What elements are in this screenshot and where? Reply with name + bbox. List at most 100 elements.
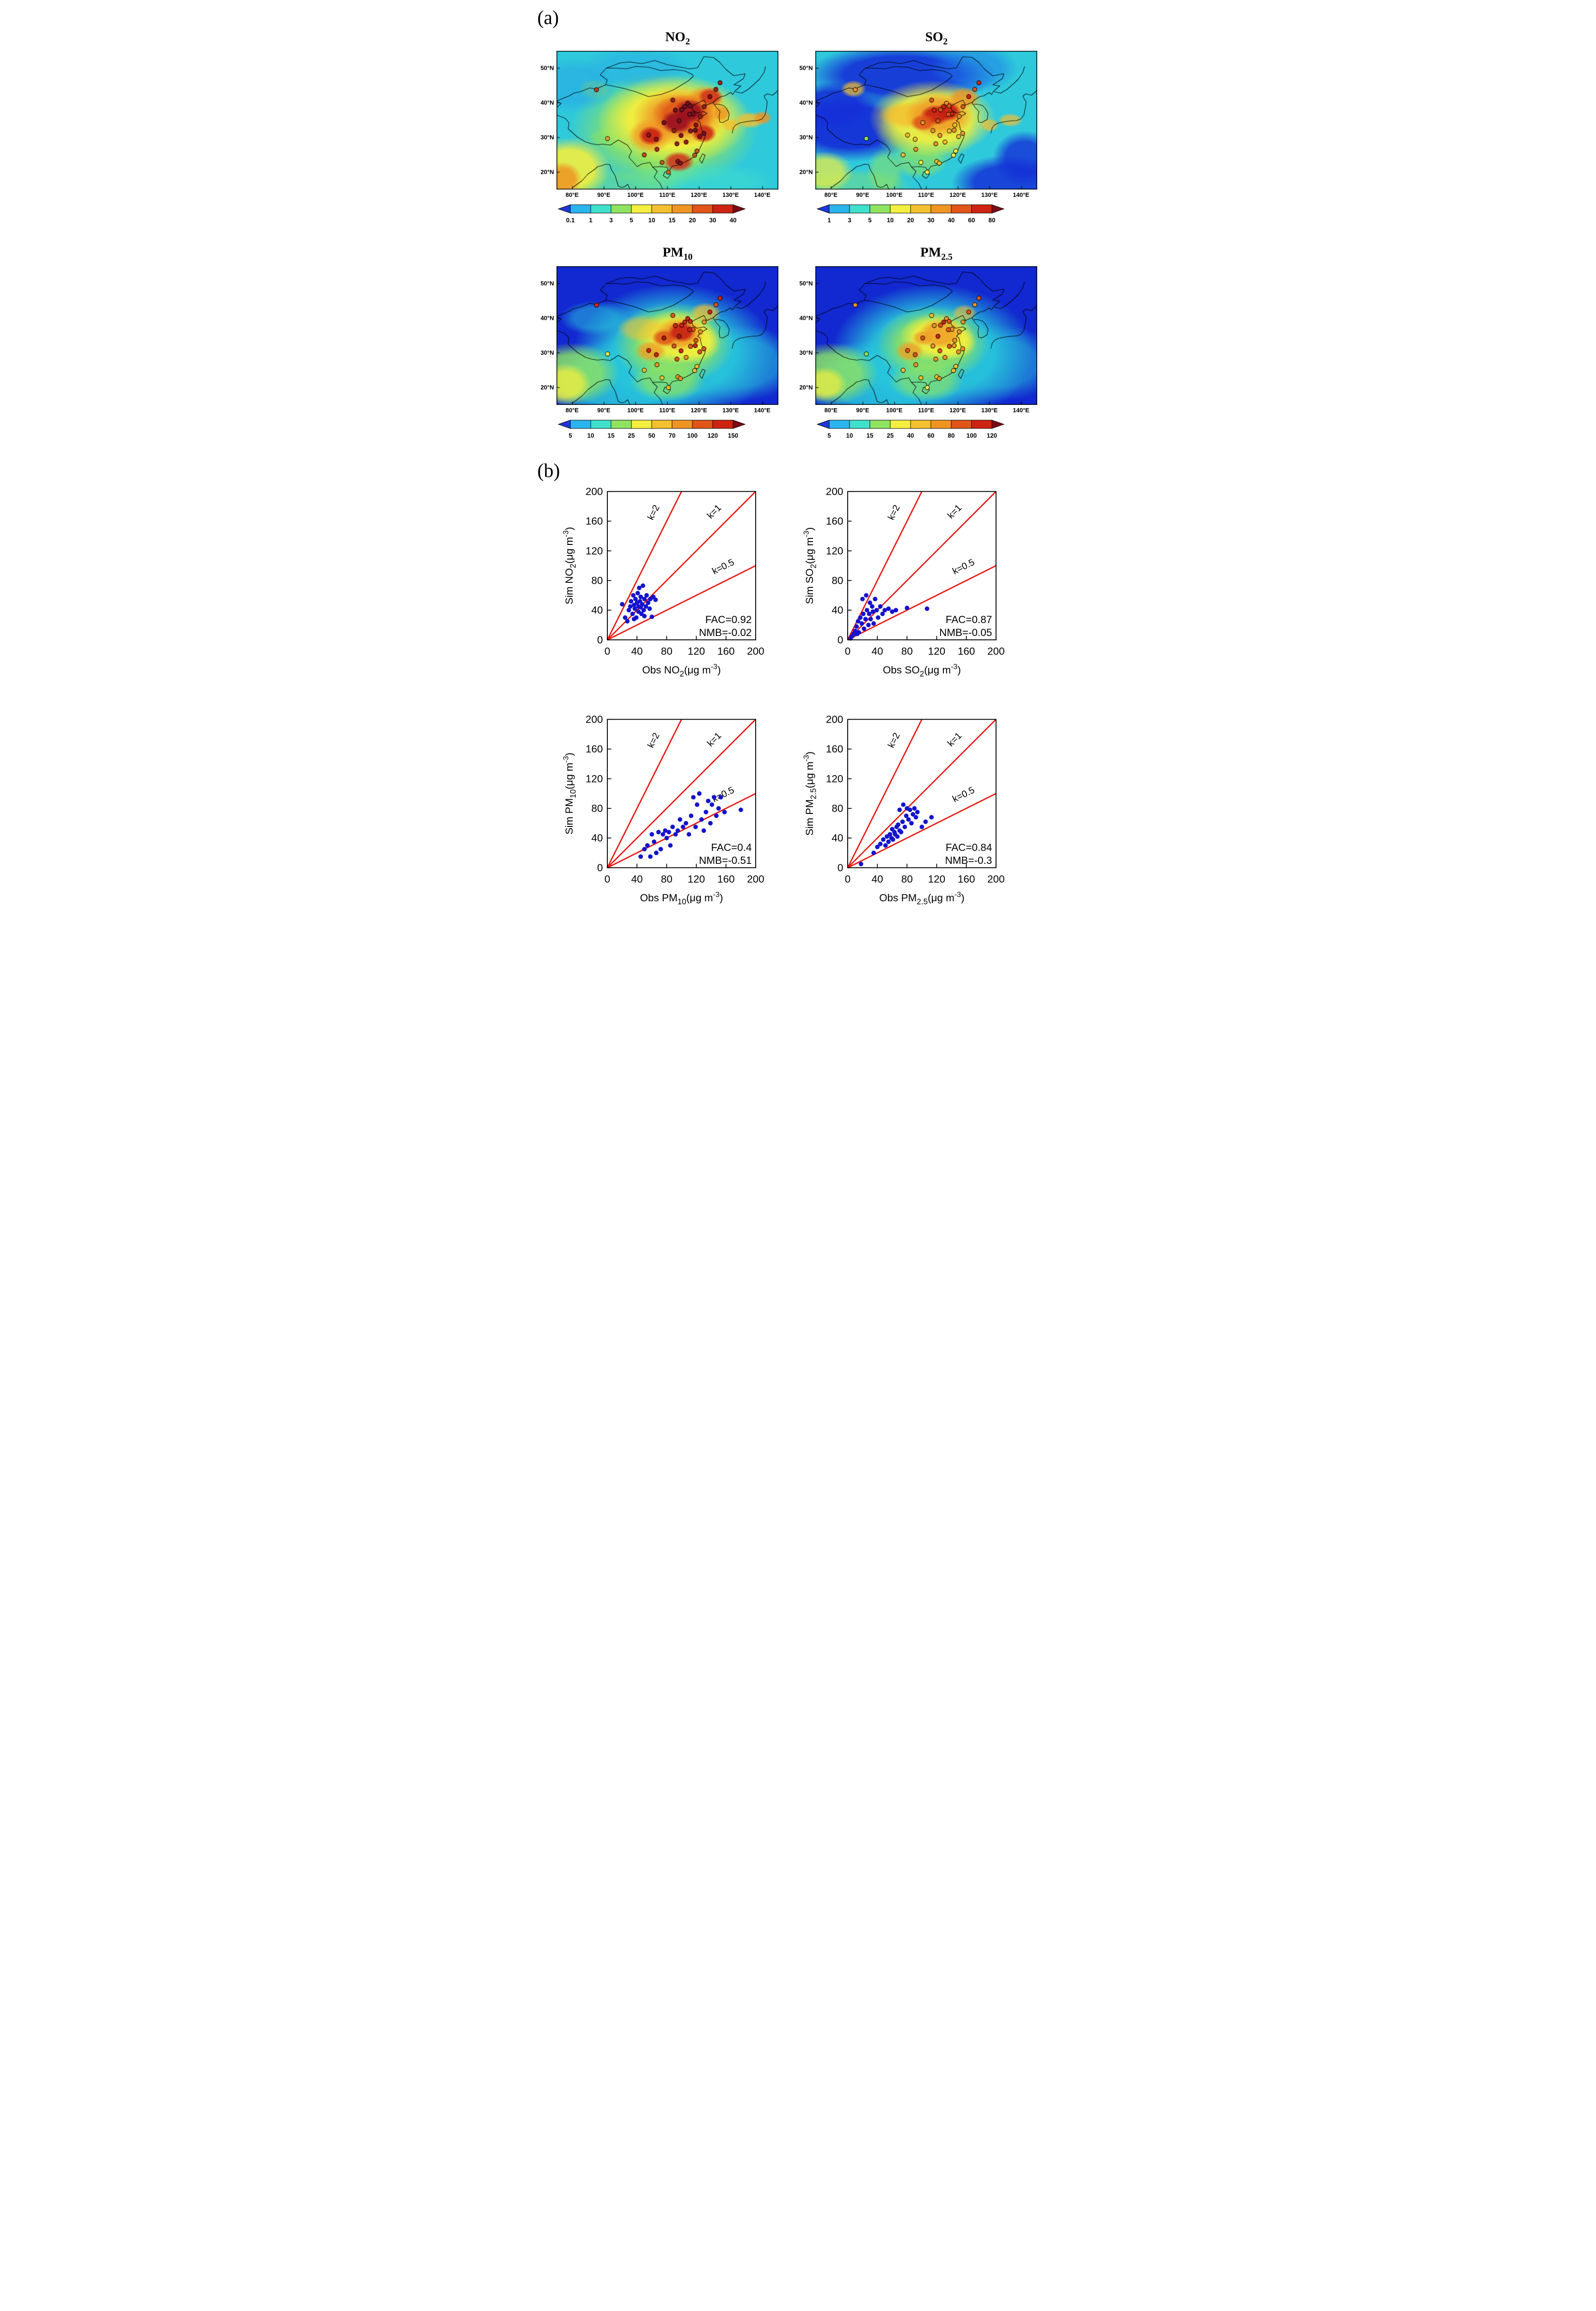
colorbar-segment (930, 204, 951, 214)
lon-tick-label: 100°E (627, 191, 644, 198)
subscript: 10 (677, 897, 686, 906)
map-panel-pm25: PM2.5 20°N 30°N 40°N 50°N 80°E 90°E 100°E 110°E 1… (799, 244, 1058, 440)
data-point (866, 622, 871, 627)
colorbar-segment (910, 420, 931, 429)
data-point (623, 615, 627, 620)
lon-tick-label: 140°E (754, 406, 770, 414)
panel-b-label: (b) (537, 460, 560, 482)
superscript: -3 (951, 662, 957, 671)
figure-page: (a) NO2 20°N 30°N 40°N 50°N 80°E 90°E 100°E 110°… (530, 0, 1066, 930)
colorbar-tick-label: 3 (848, 217, 851, 224)
data-point (694, 802, 699, 807)
stat-fac: FAC=0.87 (945, 614, 991, 625)
colorbar-segment (611, 204, 631, 214)
x-tick-label: 200 (747, 873, 764, 885)
x-tick-label: 40 (871, 873, 883, 885)
data-point (699, 817, 704, 822)
x-tick-label: 200 (987, 873, 1004, 885)
lon-tick-label: 140°E (1013, 191, 1029, 198)
lon-tick-label: 90°E (856, 406, 869, 414)
ref-line-label: k=0.5 (710, 557, 736, 576)
x-tick-label: 40 (631, 873, 642, 885)
data-point (855, 631, 860, 636)
colorbar-right-arrow (991, 204, 1005, 214)
colorbar-segment (651, 204, 672, 214)
map-canvas-so2 (815, 50, 1037, 190)
x-tick-label: 200 (747, 645, 764, 657)
x-axis-label: Obs PM2.5(μg m-3) (879, 890, 965, 906)
data-point (867, 600, 872, 605)
y-tick-label: 160 (585, 515, 602, 527)
stat-nmb: NMB=-0.51 (699, 855, 752, 866)
map-title-so2: SO2 (925, 30, 948, 47)
lon-tick-label: 80°E (565, 191, 579, 198)
data-point (714, 813, 719, 818)
colorbar-right-arrow (733, 419, 746, 429)
colorbar-tick-label: 15 (866, 432, 874, 439)
lon-tick-label: 110°E (659, 406, 675, 414)
colorbar-segment (692, 204, 713, 214)
x-tick-label: 80 (660, 645, 672, 657)
ref-line-k2 (847, 719, 923, 868)
data-point (738, 807, 743, 812)
colorbar-svg: 0.1 1 3 5 10 15 20 30 40 (557, 204, 746, 224)
data-point (893, 607, 898, 612)
x-tick-label: 80 (660, 873, 672, 885)
data-point (899, 830, 903, 835)
data-point (881, 837, 886, 842)
data-point (638, 854, 643, 859)
y-tick-label: 160 (826, 515, 843, 527)
ref-line-label: k=2 (646, 503, 662, 522)
lat-tick-label: 30°N (540, 349, 554, 356)
superscript: -3 (562, 756, 570, 763)
colorbar-tick-label: 20 (907, 217, 914, 224)
y-tick-label: 0 (837, 634, 843, 645)
colorbar-svg: 5 10 15 25 40 60 80 100 120 (816, 419, 1005, 439)
data-point (871, 621, 876, 626)
colorbar-left-arrow (816, 204, 829, 214)
x-tick-label: 120 (928, 645, 945, 657)
data-point (643, 604, 648, 609)
colorbar-tick-label: 5 (630, 217, 633, 224)
data-point (856, 618, 860, 624)
data-point (869, 604, 874, 609)
lon-tick-label: 100°E (627, 406, 644, 414)
subscript: 10 (569, 789, 577, 798)
x-tick-label: 40 (631, 645, 642, 657)
data-point (691, 795, 696, 800)
map-panel-so2: SO2 20°N 30°N 40°N 50°N 80°E 90°E 100°E 110°E 120… (799, 29, 1058, 225)
subscript: 2 (919, 669, 924, 678)
colorbar-tick-label: 10 (587, 432, 594, 439)
data-point (875, 615, 881, 620)
data-point (870, 609, 875, 614)
superscript: -3 (954, 890, 960, 899)
subscript: 2 (809, 564, 818, 569)
y-tick-label: 40 (591, 832, 603, 844)
y-axis-label: Sim PM10(μg m-3) (562, 752, 577, 834)
data-point (863, 617, 868, 621)
data-point (660, 832, 665, 837)
map-title-pm10: PM10 (662, 245, 693, 262)
stat-nmb: NMB=-0.3 (945, 855, 992, 866)
data-point (677, 817, 682, 822)
colorbar-tick-label: 120 (707, 432, 718, 439)
stat-nmb: NMB=-0.05 (939, 626, 992, 638)
data-point (680, 824, 685, 829)
colorbar-segment (951, 420, 972, 429)
data-point (631, 617, 636, 621)
data-point (670, 824, 675, 829)
data-point (619, 601, 624, 606)
data-point (666, 830, 671, 835)
y-tick-label: 200 (826, 714, 843, 725)
data-point (628, 599, 633, 604)
data-point (658, 847, 663, 851)
colorbar-tick-label: 3 (609, 217, 613, 224)
x-tick-label: 160 (957, 873, 974, 885)
data-point (656, 830, 661, 835)
lon-tick-label: 130°E (981, 406, 998, 414)
lon-tick-label: 90°E (597, 191, 611, 198)
data-point (886, 839, 891, 844)
lat-tick-label: 20°N (540, 168, 554, 176)
y-tick-label: 120 (826, 773, 843, 784)
ref-line-label: k=2 (886, 503, 902, 522)
